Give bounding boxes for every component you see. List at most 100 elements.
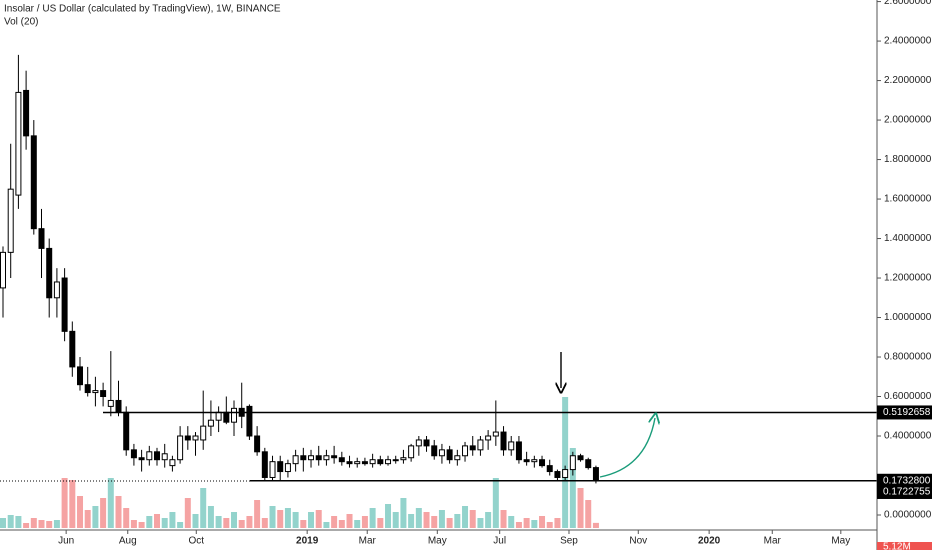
volume-bar: [415, 508, 422, 528]
candle-body: [392, 459, 399, 462]
candle-body: [92, 390, 99, 394]
candle-body: [154, 451, 161, 461]
volume-bar: [215, 516, 222, 528]
level-label-box: [877, 405, 932, 420]
y-tick-label: 0.4000000: [884, 431, 932, 442]
candle-body: [438, 449, 445, 457]
candle-body: [207, 419, 214, 427]
volume-bar: [315, 510, 322, 528]
candle-body: [138, 457, 145, 461]
volume-bar: [377, 518, 384, 528]
candle-body: [184, 435, 191, 441]
volume-bar: [130, 520, 137, 528]
x-tick-label: May: [831, 536, 850, 547]
volume-bar: [261, 518, 268, 528]
volume-bar: [500, 510, 507, 528]
volume-bar: [369, 508, 376, 528]
volume-bar: [331, 516, 338, 528]
candle-body: [331, 455, 338, 459]
volume-bar: [177, 522, 184, 528]
candle-body: [69, 330, 76, 368]
y-tick-label: 0.6000000: [884, 391, 932, 402]
candle-body: [492, 431, 499, 437]
candle-body: [130, 449, 137, 459]
x-tick-label: Mar: [764, 536, 782, 547]
candle-body: [508, 441, 515, 451]
candle-body: [462, 445, 469, 457]
volume-bar: [300, 520, 307, 528]
candle-body: [284, 463, 291, 473]
candle-body: [107, 399, 114, 407]
volume-bar: [184, 498, 191, 528]
candle-body: [177, 435, 184, 461]
volume-bar: [477, 518, 484, 528]
candle-body: [123, 411, 130, 451]
volume-bar: [223, 518, 230, 528]
volume-bar: [0, 518, 7, 528]
volume-bar: [569, 448, 576, 528]
candle-body: [446, 449, 453, 461]
candle-body: [500, 431, 507, 451]
candle-body: [531, 459, 538, 463]
y-tick-label: 0.0000000: [884, 510, 932, 521]
volume-bar: [539, 516, 546, 528]
volume-bar: [592, 522, 599, 528]
volume-bar: [308, 512, 315, 528]
volume-bar: [292, 512, 299, 528]
volume-bar: [53, 520, 60, 528]
candle-body: [146, 451, 153, 461]
volume-bar: [61, 478, 68, 528]
candle-body: [554, 471, 561, 478]
volume-bar: [200, 488, 207, 528]
candle-body: [30, 135, 37, 230]
volume-bar: [531, 520, 538, 528]
volume-bar: [115, 496, 122, 528]
price-layer: [0, 54, 877, 484]
candle-body: [423, 439, 430, 447]
candle-body: [231, 407, 238, 423]
candle-body: [415, 439, 422, 447]
candle-body: [569, 455, 576, 471]
indicator-name: Vol (20): [4, 17, 38, 28]
candle-body: [323, 455, 330, 461]
last-price-box: [877, 484, 932, 499]
candle-body: [200, 425, 207, 441]
candle-body: [515, 441, 522, 461]
x-tick-label: Mar: [359, 536, 377, 547]
candle-body: [308, 455, 315, 461]
volume-bar: [554, 518, 561, 528]
volume-bar: [92, 506, 99, 528]
y-tick-label: 2.4000000: [884, 36, 932, 47]
candle-body: [369, 459, 376, 465]
volume-bar: [469, 510, 476, 528]
candle-body: [338, 457, 345, 463]
volume-bar: [392, 512, 399, 528]
candle-body: [431, 445, 438, 457]
annotation-curve: [599, 418, 655, 478]
volume-bar: [492, 478, 499, 528]
x-tick-label: Jun: [58, 536, 74, 547]
candle-body: [477, 439, 484, 451]
volume-bar: [400, 498, 407, 528]
volume-bar: [192, 514, 199, 528]
candle-body: [408, 445, 415, 459]
volume-bar: [231, 512, 238, 528]
candle-body: [261, 451, 268, 478]
y-tick-label: 1.4000000: [884, 233, 932, 244]
candle-body: [385, 459, 392, 465]
candle-body: [169, 459, 176, 467]
candle-body: [7, 188, 14, 253]
y-tick-label: 1.8000000: [884, 154, 932, 165]
candle-body: [400, 457, 407, 461]
volume-bar: [84, 510, 91, 528]
volume-bar: [7, 515, 14, 528]
volume-bar: [146, 516, 153, 528]
y-tick-label: 1.6000000: [884, 194, 932, 205]
candle-body: [585, 459, 592, 469]
volume-bar: [23, 523, 30, 528]
volume-bar: [69, 480, 76, 528]
candle-body: [84, 384, 91, 394]
volume-bar: [107, 478, 114, 528]
y-tick-label: 1.2000000: [884, 273, 932, 284]
